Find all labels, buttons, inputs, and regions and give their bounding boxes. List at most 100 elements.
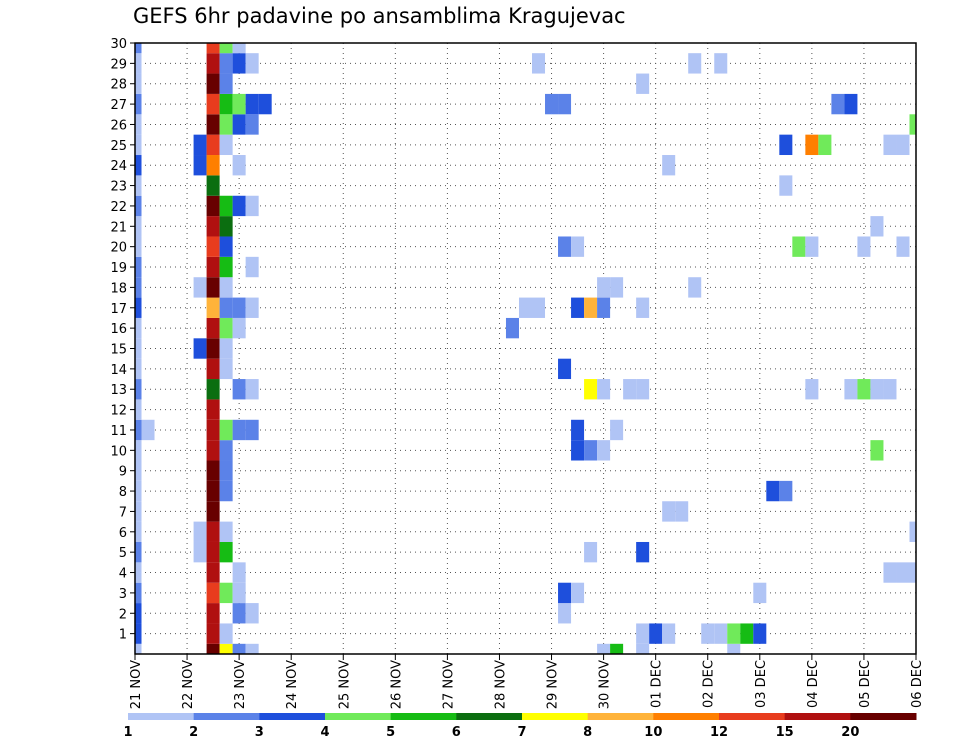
heatmap-cell bbox=[219, 236, 233, 257]
colorbar-swatch bbox=[325, 713, 392, 720]
heatmap-cell bbox=[558, 603, 572, 624]
heatmap-cell bbox=[232, 297, 246, 318]
heatmap-cell bbox=[206, 358, 220, 380]
heatmap-cell bbox=[219, 256, 233, 278]
heatmap-cell bbox=[245, 93, 259, 115]
heatmap-cell bbox=[206, 399, 220, 420]
heatmap-cell bbox=[610, 643, 624, 654]
heatmap-cell bbox=[805, 236, 819, 257]
y-tick-label: 1 bbox=[119, 628, 127, 643]
heatmap-cell bbox=[219, 114, 233, 135]
colorbar-swatch bbox=[128, 713, 195, 720]
heatmap-cell bbox=[219, 460, 233, 481]
heatmap-cell bbox=[135, 501, 142, 522]
heatmap-cell bbox=[219, 297, 233, 318]
heatmap-cell bbox=[219, 134, 233, 156]
heatmap-cell bbox=[753, 582, 767, 604]
y-tick-label: 23 bbox=[110, 180, 127, 195]
heatmap-cell bbox=[584, 541, 598, 563]
heatmap-cell bbox=[232, 53, 246, 74]
heatmap-cell bbox=[571, 582, 585, 604]
heatmap-cell bbox=[232, 195, 246, 217]
heatmap-cell bbox=[662, 501, 676, 522]
colorbar-label: 4 bbox=[320, 725, 329, 740]
colorbar-label: 10 bbox=[644, 725, 662, 740]
heatmap-cell bbox=[193, 155, 207, 176]
heatmap-cell bbox=[135, 236, 142, 257]
heatmap-cell bbox=[701, 623, 715, 644]
heatmap-cell bbox=[135, 216, 142, 237]
heatmap-cell bbox=[623, 379, 637, 400]
heatmap-cell bbox=[662, 155, 676, 176]
colorbar-label: 3 bbox=[255, 725, 264, 740]
heatmap-cell bbox=[245, 53, 259, 74]
colorbar-swatch bbox=[850, 713, 917, 720]
colorbar-label: 7 bbox=[517, 725, 526, 740]
heatmap-cell bbox=[610, 419, 624, 441]
heatmap-cell bbox=[584, 297, 598, 318]
y-tick-label: 21 bbox=[110, 220, 127, 235]
heatmap-cell bbox=[505, 317, 519, 339]
heatmap-cell bbox=[206, 53, 220, 74]
heatmap-cell bbox=[219, 541, 233, 563]
heatmap-cell bbox=[206, 623, 220, 644]
y-tick-label: 7 bbox=[119, 505, 127, 520]
heatmap-cell bbox=[135, 195, 142, 217]
heatmap-cell bbox=[714, 53, 728, 74]
heatmap-cell bbox=[779, 480, 793, 502]
y-tick-label: 29 bbox=[110, 57, 127, 72]
heatmap-cell bbox=[844, 379, 858, 400]
heatmap-cells bbox=[135, 43, 916, 654]
heatmap-cell bbox=[545, 93, 559, 115]
colorbar-label: 1 bbox=[123, 725, 132, 740]
y-tick-label: 12 bbox=[110, 404, 127, 419]
heatmap-cell bbox=[558, 358, 572, 380]
heatmap-cell bbox=[766, 480, 780, 502]
x-tick-label: 27 NOV bbox=[441, 660, 456, 709]
heatmap-cell bbox=[597, 297, 611, 318]
heatmap-cell bbox=[597, 643, 611, 654]
colorbar-label: 2 bbox=[189, 725, 198, 740]
heatmap-cell bbox=[857, 236, 871, 257]
heatmap-cell bbox=[135, 277, 142, 298]
heatmap-cell bbox=[571, 440, 585, 461]
chart-title: GEFS 6hr padavine po ansamblima Kragujev… bbox=[133, 4, 626, 28]
heatmap-cell bbox=[584, 440, 598, 461]
y-tick-label: 6 bbox=[119, 526, 127, 541]
heatmap-cell bbox=[610, 277, 624, 298]
heatmap-cell bbox=[135, 582, 142, 604]
heatmap-cell bbox=[727, 623, 741, 644]
x-tick-label: 06 DEC bbox=[910, 660, 925, 708]
heatmap-cell bbox=[206, 114, 220, 135]
heatmap-cell bbox=[219, 317, 233, 339]
y-tick-label: 30 bbox=[110, 37, 127, 52]
y-tick-label: 14 bbox=[110, 363, 127, 378]
heatmap-cell bbox=[135, 256, 142, 278]
x-tick-label: 01 DEC bbox=[650, 660, 665, 708]
heatmap-cell bbox=[135, 480, 142, 502]
y-tick-label: 27 bbox=[110, 98, 127, 113]
heatmap-cell bbox=[518, 297, 533, 318]
heatmap-cell bbox=[206, 460, 220, 481]
heatmap-cell bbox=[219, 216, 233, 237]
heatmap-cell bbox=[135, 155, 142, 176]
heatmap-cell bbox=[597, 277, 611, 298]
heatmap-cell bbox=[193, 277, 207, 298]
y-tick-label: 5 bbox=[119, 546, 127, 561]
heatmap-cell bbox=[909, 562, 916, 583]
heatmap-cell bbox=[870, 379, 884, 400]
heatmap-cell bbox=[219, 277, 233, 298]
heatmap-cell bbox=[870, 216, 884, 237]
heatmap-cell bbox=[753, 623, 767, 644]
heatmap-cell bbox=[844, 93, 858, 115]
x-tick-label: 23 NOV bbox=[233, 660, 248, 709]
heatmap-cell bbox=[206, 501, 220, 522]
heatmap-cell bbox=[206, 216, 220, 237]
heatmap-cell bbox=[245, 256, 259, 278]
heatmap-cell bbox=[135, 379, 142, 400]
heatmap-cell bbox=[232, 379, 246, 400]
colorbar-label: 6 bbox=[452, 725, 461, 740]
colorbar-label: 5 bbox=[386, 725, 395, 740]
heatmap-cell bbox=[232, 419, 246, 441]
